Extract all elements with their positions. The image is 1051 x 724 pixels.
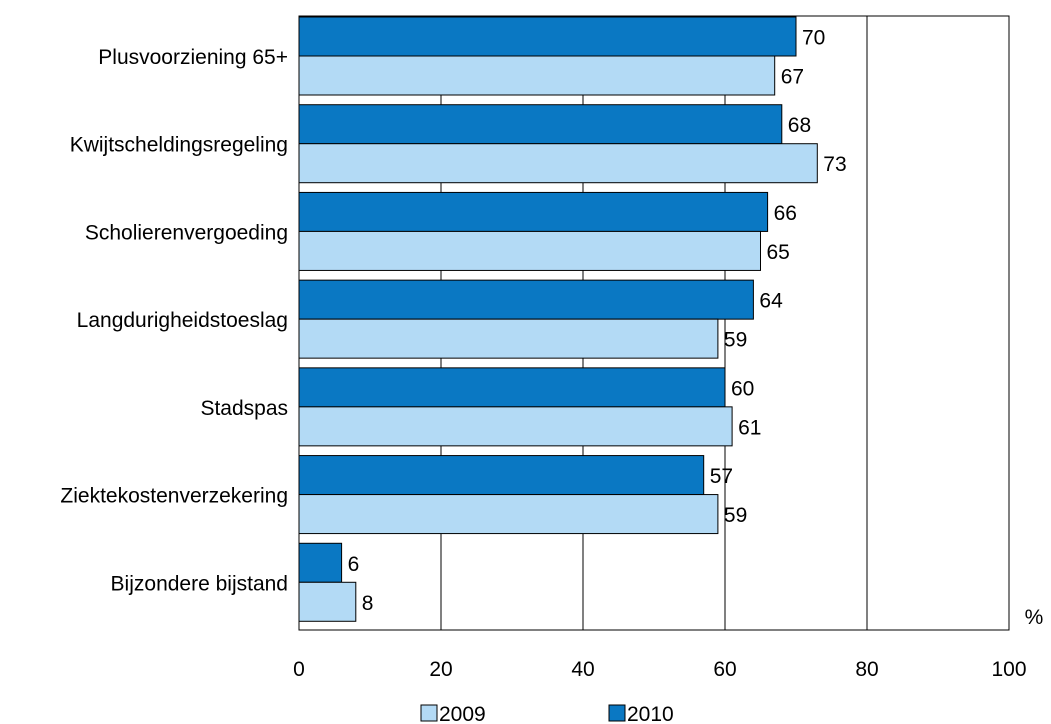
data-label: 57: [710, 465, 733, 488]
x-tick-label: 80: [855, 658, 878, 681]
bar-2009: [298, 55, 776, 96]
x-tick-label: 100: [991, 658, 1026, 681]
data-label: 73: [823, 153, 846, 176]
category-label: Ziektekostenverzekering: [60, 485, 288, 508]
bars: 70 67 68 73 66 65 64 59 60 61 57 59 68: [298, 16, 847, 622]
bar-2010: [298, 455, 705, 496]
bar-2009: [298, 581, 357, 622]
bar-2010: [298, 367, 726, 408]
data-label: 64: [759, 290, 783, 313]
data-label: 65: [767, 241, 790, 264]
data-label: 59: [724, 329, 747, 352]
legend-label: 2009: [439, 703, 486, 724]
x-tick-label: 40: [571, 658, 594, 681]
bar-2010: [298, 191, 769, 232]
legend-swatch: [420, 704, 438, 722]
x-axis-unit-label: %: [1025, 606, 1044, 629]
bar-2009: [298, 143, 818, 184]
category-label: Langdurigheidstoeslag: [77, 309, 288, 332]
bar-2009: [298, 494, 719, 535]
category-label: Scholierenvergoeding: [85, 221, 288, 244]
x-tick-label: 20: [429, 658, 452, 681]
bar-2009: [298, 230, 761, 271]
x-axis-ticks: 0 20 40 60 80 100: [293, 658, 1026, 681]
x-tick-label: 0: [293, 658, 305, 681]
data-label: 6: [348, 553, 360, 576]
data-label: 8: [362, 592, 374, 615]
legend-label: 2010: [627, 703, 674, 724]
category-label: Stadspas: [200, 397, 288, 420]
bar-2010: [298, 542, 343, 583]
data-label: 67: [781, 66, 804, 89]
data-label: 59: [724, 504, 747, 527]
bar-2010: [298, 279, 754, 320]
category-label: Kwijtscheldingsregeling: [70, 134, 288, 157]
category-label: Bijzondere bijstand: [111, 572, 288, 595]
category-label: Plusvoorziening 65+: [98, 46, 288, 69]
data-label: 66: [774, 202, 797, 225]
data-label: 60: [731, 377, 754, 400]
category-labels: Plusvoorziening 65+ Kwijtscheldingsregeli…: [60, 46, 288, 595]
bar-2009: [298, 318, 719, 359]
legend-swatch: [608, 704, 626, 722]
data-label: 70: [802, 27, 825, 50]
data-label: 61: [738, 416, 761, 439]
data-label: 68: [788, 114, 811, 137]
x-tick-label: 60: [713, 658, 736, 681]
bar-2010: [298, 16, 797, 57]
bar-2010: [298, 104, 783, 145]
bar-2009: [298, 406, 733, 447]
legend: 2009 2010: [420, 703, 674, 724]
